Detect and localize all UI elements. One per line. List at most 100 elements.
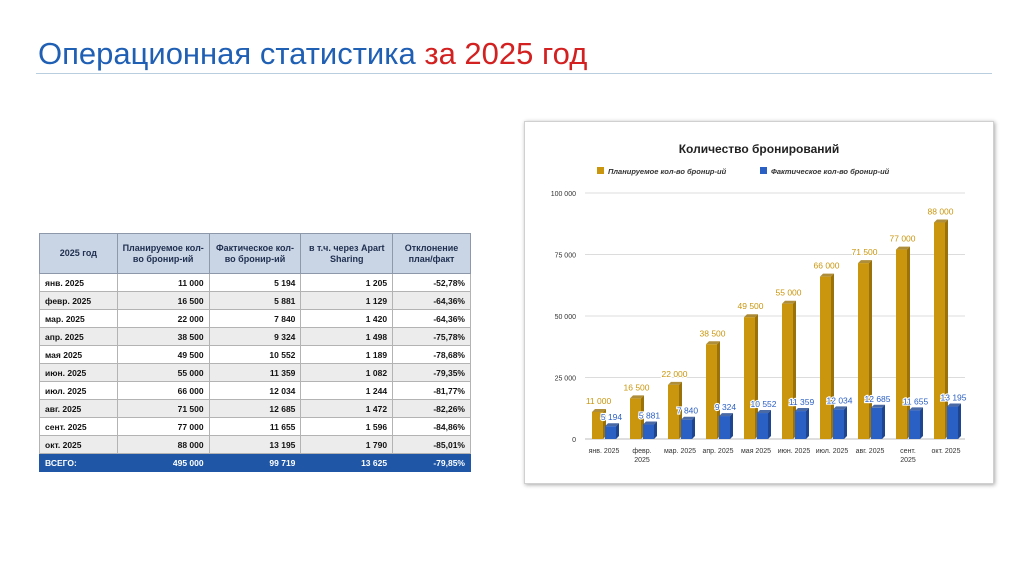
cell-apart-sharing: 1 244 bbox=[300, 381, 394, 400]
table-row: мар. 2025 22 000 7 840 1 420 -64,36% bbox=[39, 309, 471, 328]
planned-data-label: 55 000 bbox=[776, 288, 802, 298]
actual-data-label: 13 195 bbox=[941, 393, 967, 403]
x-tick-label: мар. 2025 bbox=[664, 448, 696, 455]
bar-top bbox=[668, 381, 682, 385]
header-planned: Планируемое кол-во бронир-ий bbox=[116, 233, 210, 274]
actual-bar bbox=[947, 406, 958, 439]
cell-deviation: -81,77% bbox=[392, 381, 471, 400]
cell-actual: 5 881 bbox=[208, 291, 302, 310]
cell-actual: 12 034 bbox=[208, 381, 302, 400]
planned-bar bbox=[706, 344, 717, 439]
bar-side bbox=[907, 246, 910, 439]
bar-side bbox=[806, 408, 809, 439]
bar-side bbox=[730, 413, 733, 439]
cell-apart-sharing: 1 498 bbox=[300, 327, 394, 346]
legend-label-1: Планируемое кол-во бронир-ий bbox=[608, 167, 727, 176]
table-row: апр. 2025 38 500 9 324 1 498 -75,78% bbox=[39, 327, 471, 346]
actual-bar bbox=[719, 416, 730, 439]
cell-month: июн. 2025 bbox=[39, 363, 118, 382]
bar-top bbox=[795, 408, 809, 412]
cell-total-deviation: -79,85% bbox=[392, 453, 471, 472]
planned-data-label: 38 500 bbox=[700, 328, 726, 338]
bookings-chart: Количество бронирований Планируемое кол-в… bbox=[524, 121, 994, 484]
cell-apart-sharing: 1 189 bbox=[300, 345, 394, 364]
actual-bar bbox=[757, 413, 768, 439]
planned-data-label: 77 000 bbox=[890, 234, 916, 244]
cell-apart-sharing: 1 129 bbox=[300, 291, 394, 310]
bar-top bbox=[896, 246, 910, 250]
cell-actual: 10 552 bbox=[208, 345, 302, 364]
legend-swatch-2 bbox=[760, 167, 767, 174]
cell-deviation: -52,78% bbox=[392, 273, 471, 292]
table-row: авг. 2025 71 500 12 685 1 472 -82,26% bbox=[39, 399, 471, 418]
cell-month: февр. 2025 bbox=[39, 291, 118, 310]
x-tick-label: окт. 2025 bbox=[932, 448, 961, 455]
x-tick-label: янв. 2025 bbox=[589, 448, 620, 455]
planned-data-label: 88 000 bbox=[928, 207, 954, 217]
planned-bar bbox=[896, 249, 907, 439]
cell-total-actual: 99 719 bbox=[208, 453, 302, 472]
cell-planned: 88 000 bbox=[116, 435, 210, 454]
bar-side bbox=[945, 219, 948, 439]
cell-planned: 66 000 bbox=[116, 381, 210, 400]
bar-top bbox=[782, 300, 796, 304]
actual-bar bbox=[871, 407, 882, 439]
bar-top bbox=[744, 314, 758, 318]
table-row: окт. 2025 88 000 13 195 1 790 -85,01% bbox=[39, 435, 471, 454]
table-row: февр. 2025 16 500 5 881 1 129 -64,36% bbox=[39, 291, 471, 310]
table-row: июл. 2025 66 000 12 034 1 244 -81,77% bbox=[39, 381, 471, 400]
bar-side bbox=[793, 300, 796, 439]
legend-swatch-1 bbox=[597, 167, 604, 174]
cell-deviation: -85,01% bbox=[392, 435, 471, 454]
table-total-row: ВСЕГО: 495 000 99 719 13 625 -79,85% bbox=[39, 453, 471, 472]
actual-data-label: 11 359 bbox=[789, 397, 815, 407]
bar-side bbox=[717, 341, 720, 439]
bar-top bbox=[719, 413, 733, 417]
bar-side bbox=[831, 273, 834, 439]
planned-bar bbox=[782, 303, 793, 439]
table-row: сент. 2025 77 000 11 655 1 596 -84,86% bbox=[39, 417, 471, 436]
planned-bar bbox=[630, 398, 641, 439]
actual-bar bbox=[643, 424, 654, 439]
statistics-table: 2025 год Планируемое кол-во бронир-ий Фа… bbox=[39, 233, 471, 472]
bar-side bbox=[616, 423, 619, 439]
cell-apart-sharing: 1 420 bbox=[300, 309, 394, 328]
table-row: июн. 2025 55 000 11 359 1 082 -79,35% bbox=[39, 363, 471, 382]
bar-top bbox=[820, 273, 834, 277]
planned-bar bbox=[858, 263, 869, 439]
bookings-chart-svg: Количество бронирований Планируемое кол-в… bbox=[551, 142, 968, 464]
bar-side bbox=[654, 421, 657, 439]
cell-actual: 11 359 bbox=[208, 363, 302, 382]
cell-planned: 77 000 bbox=[116, 417, 210, 436]
planned-bar bbox=[668, 384, 679, 439]
bar-top bbox=[909, 407, 923, 411]
actual-data-label: 9 324 bbox=[715, 402, 737, 412]
y-tick-label: 0 bbox=[572, 437, 576, 444]
bar-side bbox=[755, 314, 758, 439]
cell-month: сент. 2025 bbox=[39, 417, 118, 436]
bar-top bbox=[681, 416, 695, 420]
cell-deviation: -79,35% bbox=[392, 363, 471, 382]
cell-planned: 16 500 bbox=[116, 291, 210, 310]
bar-side bbox=[768, 410, 771, 439]
actual-data-label: 5 194 bbox=[601, 412, 623, 422]
planned-data-label: 11 000 bbox=[586, 396, 612, 406]
header-actual: Фактическое кол-во бронир-ий bbox=[208, 233, 302, 274]
bar-top bbox=[592, 408, 606, 412]
cell-actual: 13 195 bbox=[208, 435, 302, 454]
cell-planned: 49 500 bbox=[116, 345, 210, 364]
bar-top bbox=[630, 395, 644, 399]
cell-month: янв. 2025 bbox=[39, 273, 118, 292]
cell-month: мая 2025 bbox=[39, 345, 118, 364]
actual-data-label: 12 034 bbox=[827, 395, 853, 405]
actual-data-label: 11 655 bbox=[903, 396, 929, 406]
cell-actual: 9 324 bbox=[208, 327, 302, 346]
actual-bar bbox=[833, 409, 844, 439]
x-tick-label: мая 2025 bbox=[741, 448, 771, 455]
bar-side bbox=[692, 416, 695, 439]
x-tick-label: авг. 2025 bbox=[856, 448, 885, 455]
bar-top bbox=[706, 341, 720, 345]
bar-top bbox=[858, 260, 872, 264]
cell-planned: 22 000 bbox=[116, 309, 210, 328]
cell-month: июл. 2025 bbox=[39, 381, 118, 400]
